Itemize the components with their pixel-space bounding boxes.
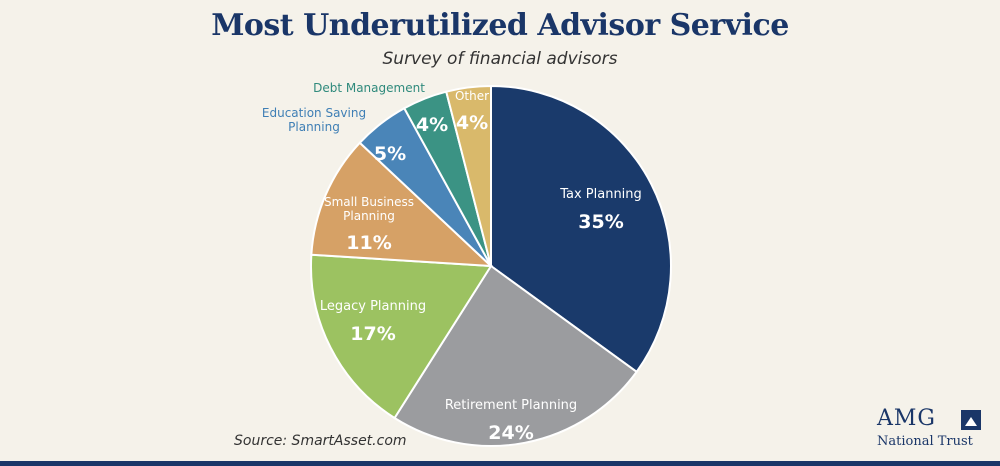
pie-slice-small-business-planning [310,141,494,268]
chart-title: Most Underutilized Advisor Service [211,8,789,43]
logo-text: AMG [877,406,936,431]
slice-value-label: 17% [350,323,395,345]
slice-label: Planning [288,120,340,134]
pie-slice-tax-planning [490,84,672,374]
slice-label: Legacy Planning [320,299,426,314]
logo-mark-icon [961,410,981,430]
slice-label: Tax Planning [559,187,642,202]
slice-label: Planning [343,209,395,223]
slice-value-label: 11% [346,232,391,254]
slice-value-label: 4% [416,114,448,136]
slice-value-label: 4% [456,112,488,134]
slice-label: Small Business [324,195,414,209]
chart-subtitle: Survey of financial advisors [382,49,618,69]
bottom-bar [0,461,1000,466]
slice-label: Other [455,89,489,103]
pie-slice-retirement-planning [393,264,639,447]
slice-label: Retirement Planning [445,398,577,413]
pie-slice-legacy-planning [310,253,493,420]
pie-slice-other [445,84,492,267]
logo-subtext: National Trust [877,434,973,449]
slice-value-label: 5% [374,143,406,165]
slice-label: Debt Management [313,81,425,95]
source-note: Source: SmartAsset.com [234,433,407,449]
slice-value-label: 35% [578,211,623,233]
slice-value-label: 24% [488,422,533,444]
slice-label: Education Saving [262,106,366,120]
